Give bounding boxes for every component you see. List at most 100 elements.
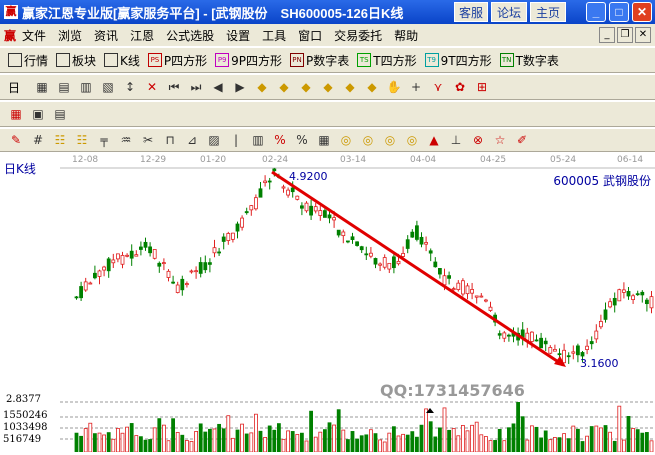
base-icon[interactable]: ⊥ [450,133,462,147]
volume-bar [465,430,470,453]
volume-bar [525,439,530,453]
crosshair-icon[interactable]: + [410,80,422,94]
cut-icon[interactable]: ✂ [142,133,154,147]
calendar-icon[interactable]: ▦ [10,107,22,121]
menu-formula[interactable]: 公式选股 [166,28,215,43]
volume-bar [244,433,249,453]
period-select[interactable]: 日 [8,80,21,95]
circle4-icon[interactable]: ◎ [406,133,418,147]
tool-icon[interactable]: ╤ [100,133,108,147]
menu-help[interactable]: 帮助 [394,28,419,43]
zoom-out-icon[interactable]: ◆ [279,80,289,94]
angle-icon[interactable]: ⊿ [186,133,198,147]
menu-settings[interactable]: 设置 [226,28,251,43]
circle-icon[interactable]: ◎ [340,133,352,147]
hash-icon[interactable]: # [32,133,44,147]
cross-icon[interactable]: ✕ [146,80,158,94]
menu-window[interactable]: 窗口 [298,28,323,43]
percent2-icon[interactable]: % [296,133,308,147]
circle3-icon[interactable]: ◎ [384,133,396,147]
right-icon[interactable]: ▶ [235,80,245,94]
menu-file[interactable]: 文件 [22,28,47,43]
edit-icon[interactable]: ✐ [516,133,528,147]
volume-bar [451,428,456,453]
candle-body [235,223,240,232]
kline-chart[interactable]: 日K线 600005 武钢股份 4.9200 3.1600 QQ:1731457… [0,152,655,453]
toolbar-item-5[interactable]: PN P数字表 [290,52,349,69]
bar-icon[interactable]: ▥ [80,80,92,94]
circle2-icon[interactable]: ◎ [362,133,374,147]
forum-button[interactable]: 论坛 [491,2,527,22]
line-icon[interactable]: ⋎ [433,80,443,94]
close-icon[interactable]: ✕ [632,2,652,22]
window-icon[interactable]: ▣ [32,107,44,121]
updown-icon[interactable]: ↕ [124,80,136,94]
sep-icon[interactable]: | [233,133,239,147]
mdi-minimize-icon[interactable]: _ [599,27,615,43]
volume-bar [345,439,350,453]
first-icon[interactable]: ⏮ [168,80,180,94]
cross-circle-icon[interactable]: ⊗ [472,133,484,147]
toolbar-item-1[interactable]: 板块 [56,52,96,69]
end-icon[interactable]: ◆ [367,80,377,94]
kline-svg[interactable] [0,152,655,453]
triangle-icon[interactable]: ▲ [429,133,439,147]
star-icon[interactable]: ☆ [494,133,506,147]
candle-body [102,266,106,271]
app-menu-icon[interactable]: 赢 [4,28,17,43]
volume-bar [589,426,594,453]
left-icon[interactable]: ◀ [213,80,223,94]
scroll-icon[interactable]: ◆ [301,80,311,94]
last-icon[interactable]: ⏭ [190,80,202,94]
toolbar-item-2[interactable]: K线 [104,52,140,69]
trend-arrow [554,356,566,367]
chart-type-icon[interactable]: ▦ [36,80,48,94]
zoom-in-icon[interactable]: ◆ [257,80,267,94]
pattern-icon[interactable]: ▧ [102,80,114,94]
gann-grid2-icon[interactable]: ☷ [76,133,88,147]
percent-icon[interactable]: % [274,133,286,147]
date-tick: 01-20 [200,155,227,165]
minimize-icon[interactable]: _ [586,2,606,22]
fill-icon[interactable]: ▨ [208,133,220,147]
mdi-restore-icon[interactable]: ❐ [617,27,633,43]
pencil-icon[interactable]: ✎ [10,133,22,147]
mdi-close-icon[interactable]: ✕ [635,27,651,43]
nav-icon[interactable]: ◆ [345,80,355,94]
volume-bar [180,434,185,453]
toolbar-label: T四方形 [373,53,417,68]
stats-icon[interactable]: ▥ [252,133,264,147]
gann-fan-icon[interactable]: ✿ [454,80,466,94]
table-icon[interactable]: ▦ [318,133,330,147]
menu-info[interactable]: 资讯 [94,28,119,43]
toolbar-item-0[interactable]: 行情 [8,52,48,69]
box-icon[interactable]: ⊓ [165,133,175,147]
menu-tools[interactable]: 工具 [262,28,287,43]
candle-body [576,345,580,356]
candle-body [373,258,378,265]
move-icon[interactable]: ◆ [323,80,333,94]
blocks-icon [56,53,71,67]
maximize-icon[interactable]: □ [609,2,629,22]
toolbar-item-3[interactable]: PS P四方形 [147,52,207,69]
toolbar-item-4[interactable]: P9 9P四方形 [215,52,282,69]
gann-grid-icon[interactable]: ☷ [54,133,66,147]
hand-icon[interactable]: ✋ [386,80,402,94]
toolbar-item-6[interactable]: TS T四方形 [357,52,417,69]
candle-body [424,242,429,245]
candle-body [548,347,553,354]
sheet-icon[interactable]: ▤ [54,107,66,121]
toolbar-item-8[interactable]: TN T数字表 [499,52,559,69]
candle-body [166,270,171,278]
home-button[interactable]: 主页 [530,2,566,22]
list-icon[interactable]: ▤ [58,80,70,94]
menu-trade[interactable]: 交易委托 [334,28,383,43]
menu-gann[interactable]: 江恩 [130,28,155,43]
candle-body [382,257,387,268]
service-button[interactable]: 客服 [454,2,488,22]
wave-icon[interactable]: ♒ [120,133,132,147]
toolbar-item-7[interactable]: T9 9T四方形 [424,52,492,69]
candle-body [488,306,493,311]
grid-icon[interactable]: ⊞ [476,80,488,94]
menu-browse[interactable]: 浏览 [58,28,83,43]
